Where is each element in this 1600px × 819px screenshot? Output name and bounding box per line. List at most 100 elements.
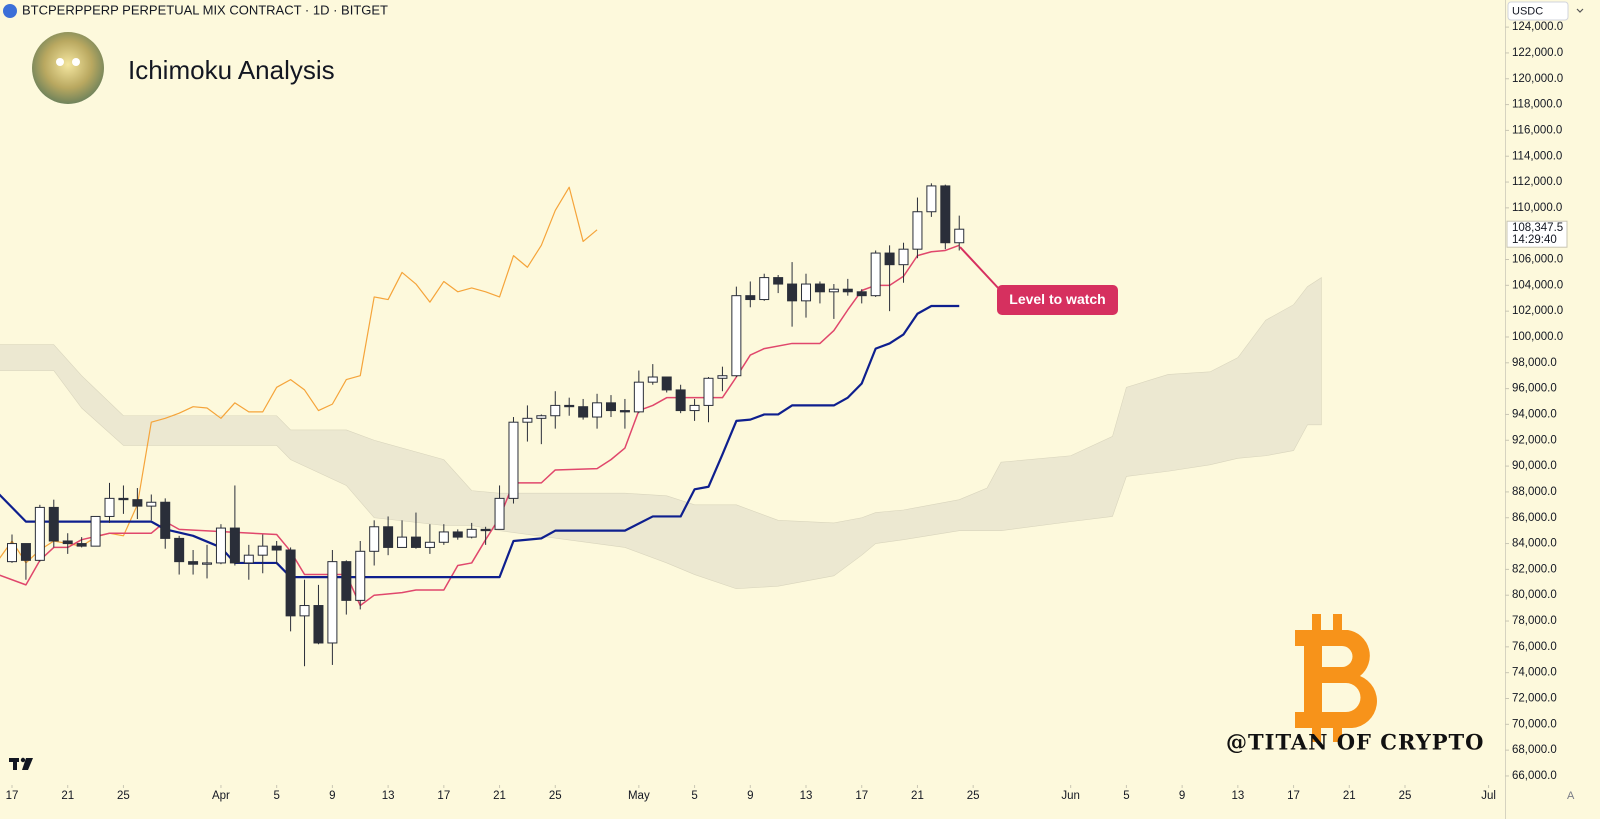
symbol: BTCPERPPERP PERPETUAL MIX CONTRACT · 1D … (22, 2, 388, 17)
tv-logo (9, 757, 33, 770)
candle-body (313, 605, 324, 644)
candle-body (954, 228, 965, 244)
x-tick-label: 21 (493, 790, 506, 802)
candle-body (619, 410, 630, 413)
y-tick-label: 96,000.0 (1512, 383, 1557, 395)
symbol-icon (3, 4, 17, 18)
y-tick-label: 80,000.0 (1512, 589, 1557, 601)
candle-body (731, 295, 742, 377)
candle-body (90, 515, 101, 547)
x-tick-label: 25 (967, 790, 980, 802)
annotation-box (997, 285, 1118, 315)
x-tick-label: 17 (6, 790, 19, 802)
logo-bar (1312, 722, 1321, 742)
y-tick-label: 66,000.0 (1512, 770, 1557, 782)
y-tick-label: 122,000.0 (1512, 47, 1563, 59)
y-tick-label: 100,000.0 (1512, 331, 1563, 343)
candle-body (466, 528, 477, 538)
y-tick-label: 76,000.0 (1512, 641, 1557, 653)
candle-body (773, 277, 784, 285)
candle-body (759, 277, 770, 301)
axes: 66,000.0 68,000.0 70,000.0 72,000.0 74,000.0… (6, 21, 1568, 802)
tv-logo-part (22, 758, 33, 770)
y-tick-label: 86,000.0 (1512, 512, 1557, 524)
logo-b (1295, 630, 1377, 728)
candle-body (438, 531, 449, 543)
x-tick-label: 21 (911, 790, 924, 802)
x-tick-label: May (628, 790, 650, 802)
candle-body (870, 252, 881, 297)
candle-body (912, 211, 923, 250)
candle-body (118, 497, 129, 501)
y-tick-label: 78,000.0 (1512, 615, 1557, 627)
x-tick-label: 13 (1231, 790, 1244, 802)
candle-body (703, 377, 714, 406)
x-tick-label: 21 (1343, 790, 1356, 802)
avatar (32, 32, 104, 104)
x-tick-label: 5 (691, 790, 697, 802)
y-tick-label: 70,000.0 (1512, 718, 1557, 730)
auto-scale-button[interactable]: A (1567, 790, 1575, 802)
y-tick-label: 112,000.0 (1512, 176, 1562, 188)
x-tick-label: Jul (1481, 790, 1496, 802)
candle-body (257, 545, 268, 556)
candle-body (814, 283, 825, 293)
candle-body (62, 540, 73, 545)
x-tick-label: Apr (212, 790, 230, 802)
x-tick-label: 17 (437, 790, 450, 802)
x-tick-label: Jun (1061, 790, 1080, 802)
candle-body (397, 536, 408, 548)
candle-body (884, 252, 895, 266)
candle-body (20, 543, 31, 561)
candle-body (717, 375, 728, 379)
candle-body (299, 605, 310, 617)
candle-body (661, 376, 672, 391)
y-tick-label: 90,000.0 (1512, 460, 1557, 472)
candle-body (926, 185, 937, 213)
candle-body (132, 499, 143, 507)
candle-body (104, 497, 115, 517)
candle-body (856, 291, 867, 297)
candle-body (341, 561, 352, 601)
candle-body (480, 528, 491, 532)
y-tick-label: 98,000.0 (1512, 357, 1557, 369)
candle-body (48, 506, 59, 542)
candle-body (494, 497, 505, 530)
candle-body (452, 531, 463, 538)
candle-body (285, 549, 296, 617)
candle-body (842, 288, 853, 293)
candle-body (174, 537, 185, 563)
currency-box[interactable] (1507, 1, 1569, 21)
x-tick-label: 17 (855, 790, 868, 802)
y-tick-label: 92,000.0 (1512, 434, 1557, 446)
candle-body (229, 527, 240, 564)
y-tick-label: 84,000.0 (1512, 538, 1557, 550)
candle-body (160, 501, 171, 539)
logo-bar (1312, 614, 1321, 634)
ichimoku-cloud (0, 277, 1322, 590)
y-tick-label: 82,000.0 (1512, 563, 1557, 575)
y-tick-label: 110,000.0 (1512, 202, 1562, 214)
candle-body (550, 404, 561, 417)
candle-body (76, 543, 87, 547)
candle-body (508, 421, 519, 499)
candle-body (828, 288, 839, 293)
y-tick-label: 88,000.0 (1512, 486, 1557, 498)
x-tick-label: 21 (61, 790, 74, 802)
logo-bar (1333, 614, 1342, 634)
candle-body (188, 561, 199, 565)
candle-body (202, 562, 213, 565)
x-tick-label: 13 (800, 790, 813, 802)
candle-body (689, 404, 700, 412)
currency[interactable]: USDC (1512, 5, 1543, 17)
candle-body (940, 185, 951, 244)
candle-body (787, 283, 798, 302)
candle-body (383, 526, 394, 548)
x-tick-label: 5 (273, 790, 279, 802)
currency-chevron[interactable] (1576, 8, 1584, 13)
avatar-eye (56, 58, 64, 66)
y-tick-label: 116,000.0 (1512, 124, 1562, 136)
